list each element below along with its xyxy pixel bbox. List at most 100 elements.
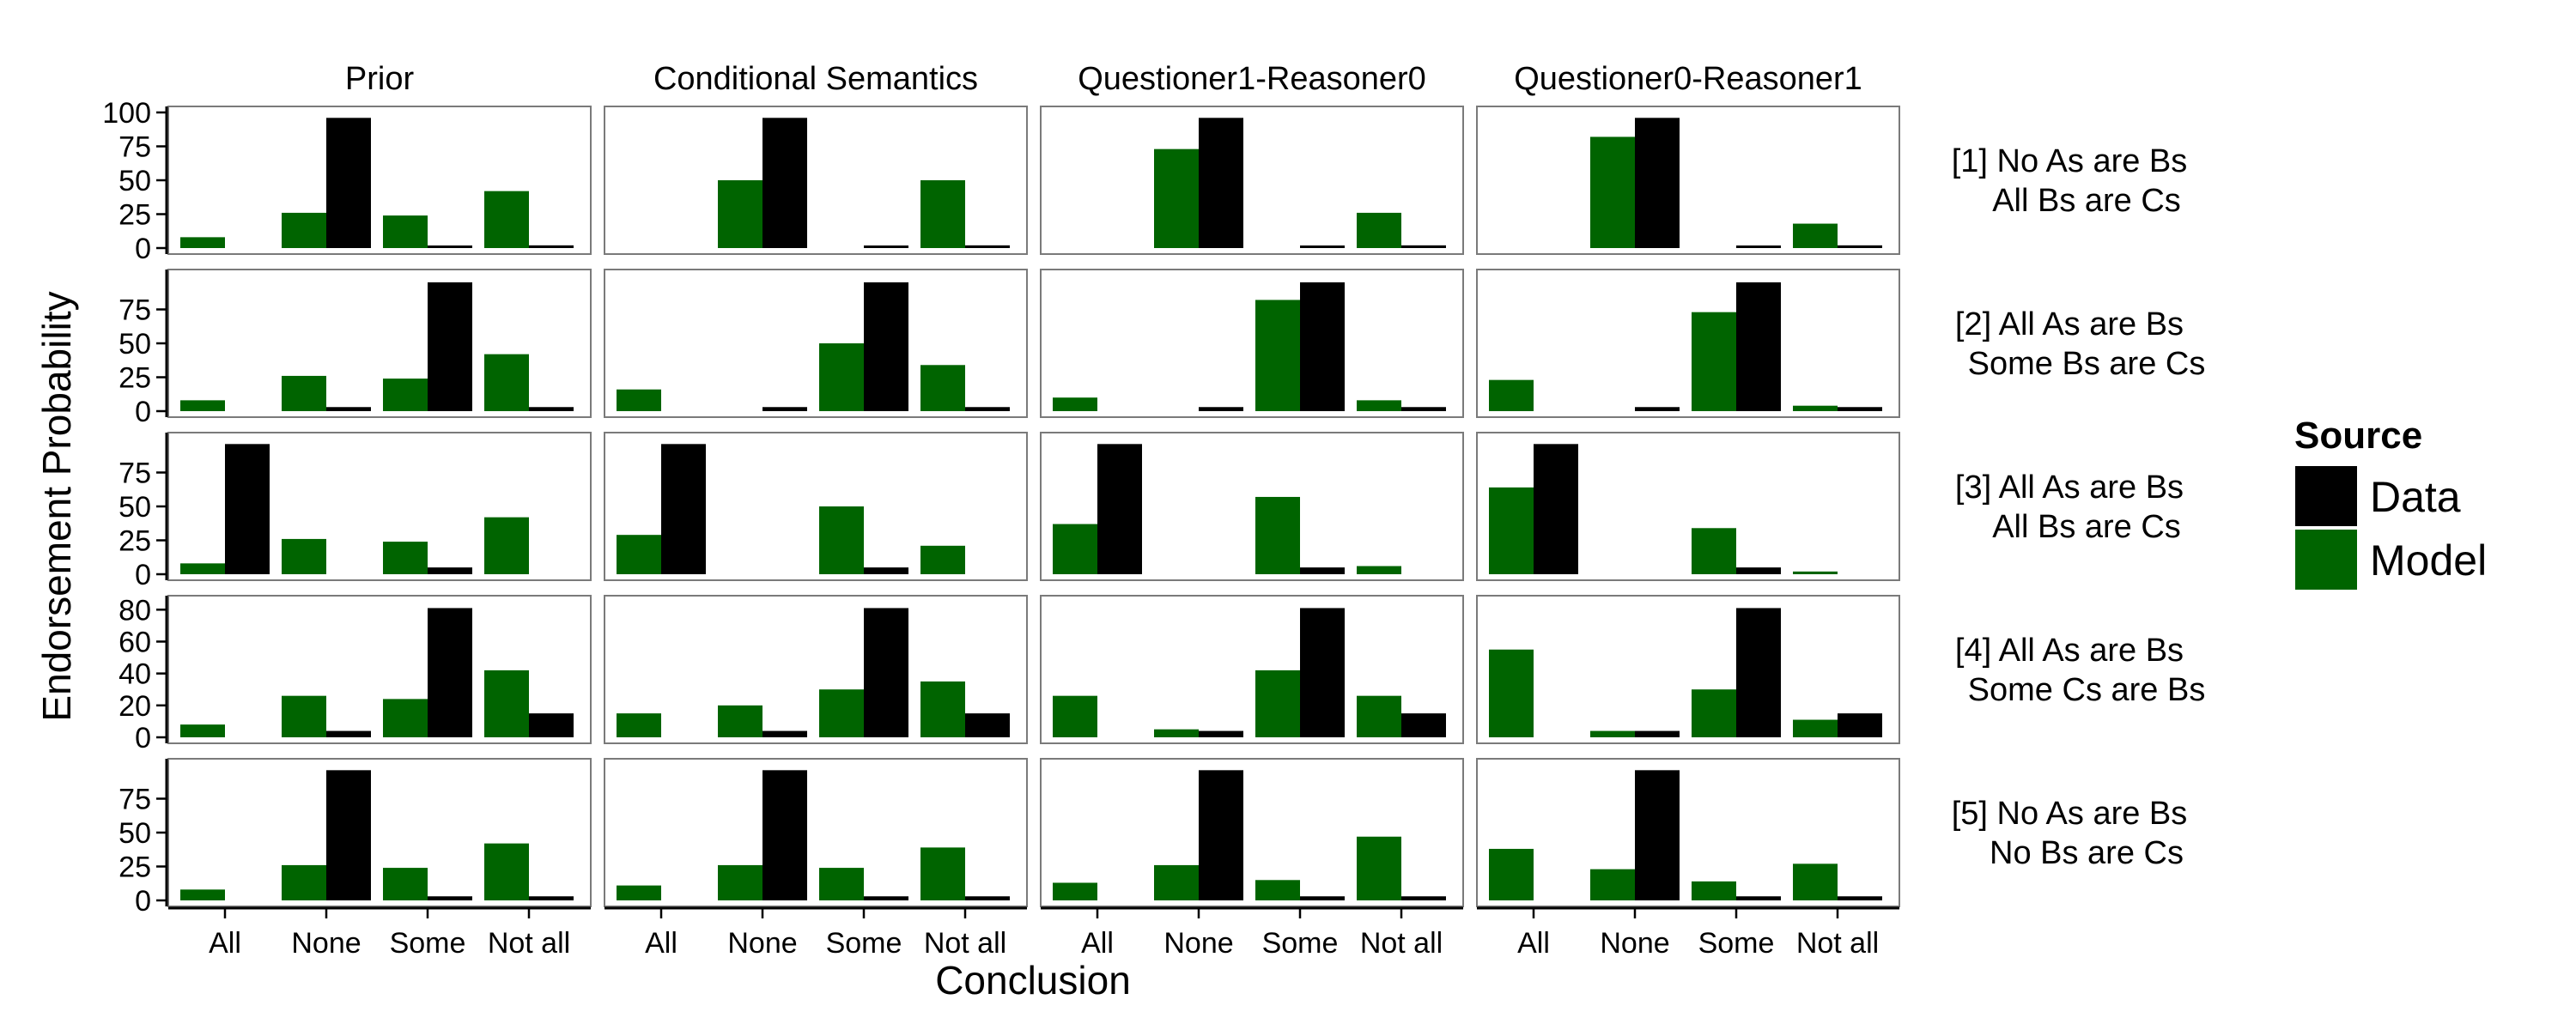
bar-model (1154, 148, 1199, 248)
bar-model (180, 724, 225, 737)
facet-row-label-line: All Bs are Cs (1992, 509, 2181, 545)
bar-model (617, 389, 661, 411)
y-tick-label: 25 (118, 525, 151, 558)
y-tick-label: 50 (118, 328, 151, 360)
facet-panel (1476, 758, 1900, 907)
legend: Source Data Model (2293, 415, 2487, 591)
bar-model (1793, 223, 1838, 248)
facet-panel (604, 432, 1028, 581)
bar-data (428, 608, 472, 737)
facet-column-title: Conditional Semantics (653, 61, 978, 97)
bar-data (1401, 896, 1446, 900)
bar-model (1053, 882, 1097, 900)
bar-model (920, 681, 965, 737)
x-tick-label: None (291, 927, 361, 960)
facet-column-title: Prior (345, 61, 415, 97)
facet-panel (167, 269, 592, 418)
x-tick-label: Some (1698, 927, 1775, 960)
y-tick-label: 40 (118, 658, 151, 691)
bar-model (1357, 212, 1401, 248)
facet-panel (167, 595, 592, 744)
bar-data (1838, 896, 1882, 900)
bar-model (484, 354, 529, 411)
bar-model (1255, 496, 1300, 574)
x-tick-label: Some (826, 927, 902, 960)
facet-row-label-line: Some Cs are Bs (1968, 672, 2206, 708)
bar-data (1401, 407, 1446, 411)
facet-panel (604, 269, 1028, 418)
bar-model (617, 713, 661, 737)
bar-model (920, 365, 965, 411)
y-tick-label: 50 (118, 817, 151, 850)
bar-model (484, 843, 529, 900)
x-tick-label: Not all (1360, 927, 1443, 960)
bar-model (1692, 689, 1736, 737)
y-tick-label: 25 (118, 362, 151, 395)
x-tick-label: Not all (924, 927, 1006, 960)
bar-data (1635, 770, 1680, 900)
facet-panel (1040, 595, 1464, 744)
bar-data (1199, 118, 1243, 248)
bar-data (1736, 567, 1781, 574)
bar-model (718, 705, 762, 737)
facet-panel (1476, 106, 1900, 255)
bar-model (819, 343, 864, 411)
x-axis-title: Conclusion (935, 958, 1131, 1003)
bar-data (965, 245, 1010, 248)
x-tick-label: Some (390, 927, 466, 960)
bar-model (1053, 524, 1097, 574)
bar-data (1635, 118, 1680, 248)
bar-data (1300, 245, 1345, 248)
bar-data (864, 282, 908, 411)
bar-model (1489, 379, 1534, 411)
bar-data (1300, 567, 1345, 574)
panel-border (1040, 269, 1464, 418)
bar-model (1590, 136, 1635, 248)
y-tick-label: 0 (135, 885, 151, 918)
bar-model (819, 868, 864, 900)
bar-data (965, 407, 1010, 411)
bar-data (1199, 407, 1243, 411)
facet-row-label: [3] All As are Bs All Bs are Cs (1955, 470, 2184, 545)
bar-model (617, 885, 661, 900)
bar-model (1255, 300, 1300, 411)
y-tick-label: 75 (118, 457, 151, 490)
facet-row-label-line: [4] All As are Bs (1955, 633, 2184, 669)
bar-data (529, 407, 574, 411)
bar-data (864, 567, 908, 574)
bar-data (225, 444, 270, 574)
bar-data (529, 896, 574, 900)
bar-data (1401, 245, 1446, 248)
y-tick-label: 0 (135, 722, 151, 754)
bar-model (180, 400, 225, 411)
bar-model (282, 212, 326, 248)
bar-data (762, 770, 807, 900)
facet-row-label-line: Some Bs are Cs (1968, 346, 2206, 382)
bar-data (762, 118, 807, 248)
bar-model (383, 868, 428, 900)
bar-model (819, 506, 864, 574)
facet-panel (167, 758, 592, 907)
bar-data (1838, 407, 1882, 411)
bar-data (1300, 896, 1345, 900)
bar-data (1401, 713, 1446, 737)
x-tick-label: Not all (488, 927, 570, 960)
x-tick-label: Not all (1796, 927, 1879, 960)
facet-row-label-line: [1] No As are Bs (1952, 143, 2188, 179)
facet-row-label: [2] All As are Bs Some Bs are Cs (1955, 306, 2205, 382)
bar-model (484, 670, 529, 737)
bar-model (383, 215, 428, 248)
facet-panel (1040, 758, 1464, 907)
facet-row-label-line: [3] All As are Bs (1955, 470, 2184, 506)
y-tick-label: 50 (118, 165, 151, 197)
bar-model (1793, 571, 1838, 574)
bar-data (428, 567, 472, 574)
y-tick-label: 0 (135, 233, 151, 265)
bar-model (282, 695, 326, 737)
bar-model (282, 538, 326, 574)
bar-model (1357, 400, 1401, 411)
bar-data (1736, 245, 1781, 248)
facet-panel (604, 595, 1028, 744)
bar-model (920, 847, 965, 900)
